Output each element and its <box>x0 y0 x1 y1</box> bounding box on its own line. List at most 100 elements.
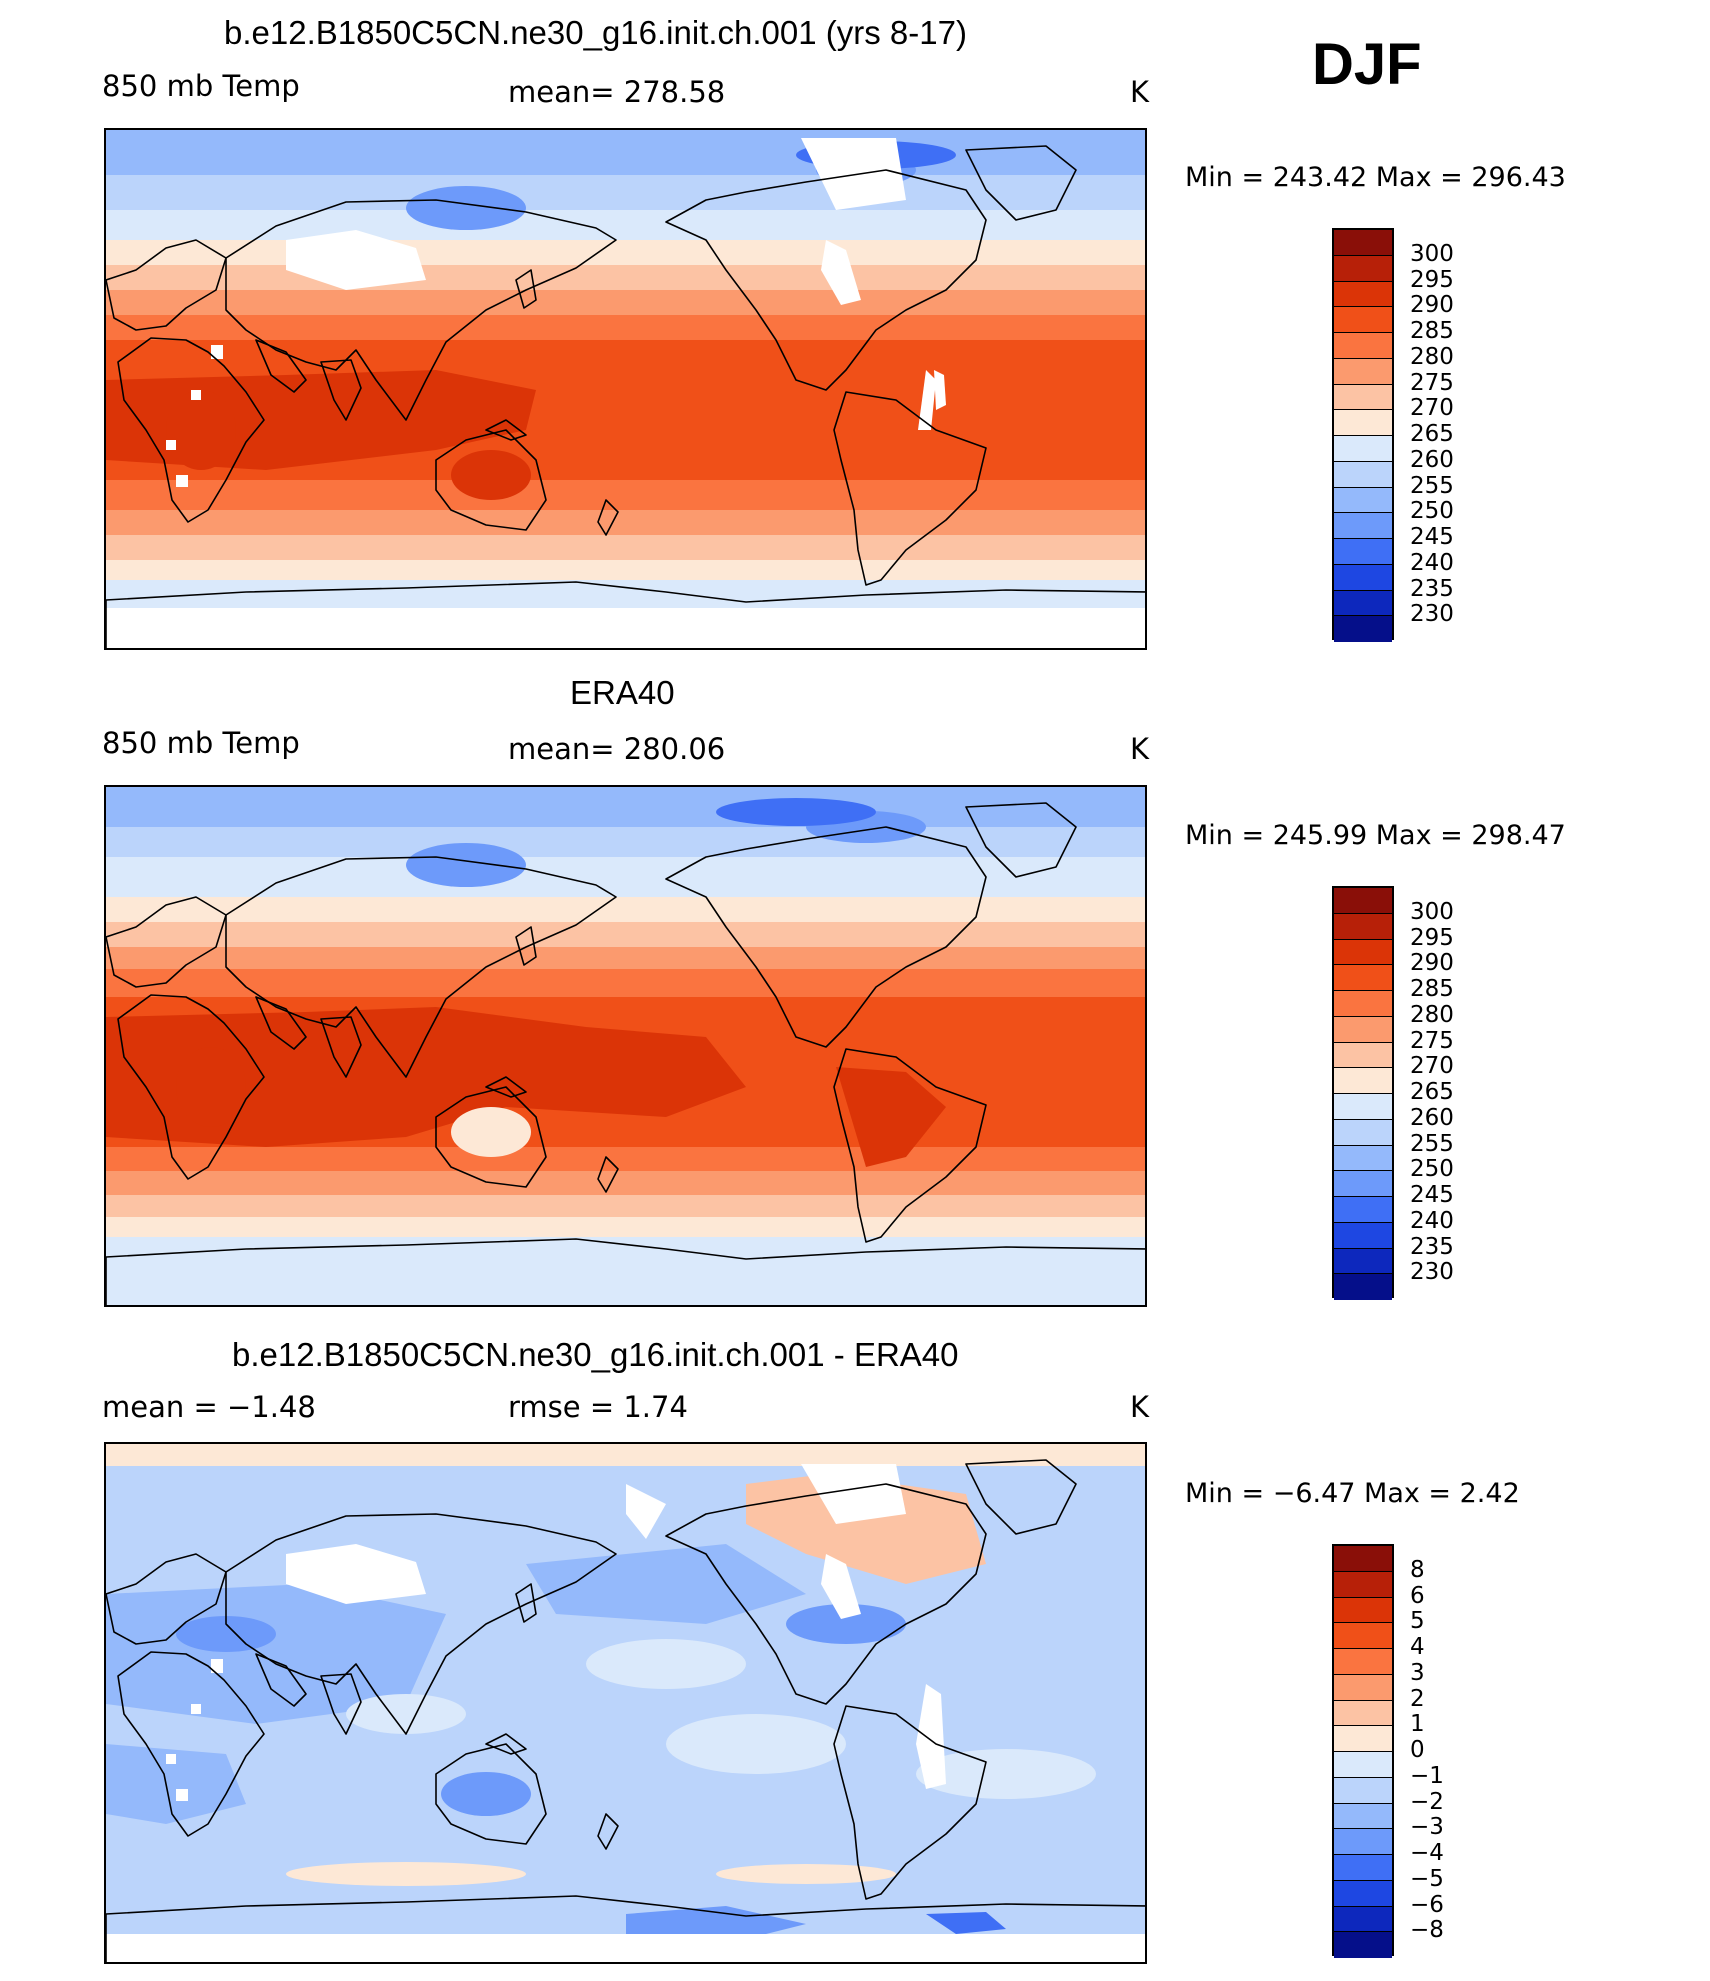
colorbar-tick-label: 1 <box>1410 1711 1425 1738</box>
panel2-title: ERA40 <box>570 674 675 711</box>
colorbar-tick-label: 265 <box>1410 421 1454 447</box>
missing-data-region <box>821 1554 861 1619</box>
colorbar-tick-label: −5 <box>1410 1865 1444 1892</box>
missing-data-region <box>626 1484 666 1539</box>
colorbar-swatch <box>1334 1700 1392 1727</box>
colorbar-swatch <box>1334 487 1392 514</box>
colorbar-swatch <box>1334 333 1392 359</box>
coastline <box>255 996 307 1050</box>
colorbar-tick-label: 285 <box>1410 976 1454 1002</box>
colorbar-swatch <box>1334 1880 1392 1907</box>
coastline <box>833 1048 987 1243</box>
contour-region <box>451 1107 531 1157</box>
contour-band <box>106 510 1145 535</box>
contour-region <box>716 1864 896 1884</box>
coastline <box>106 239 227 331</box>
missing-data-cell <box>176 1789 188 1801</box>
missing-data-cell <box>211 345 223 359</box>
coastline <box>225 1513 617 1735</box>
contour-band <box>106 560 1145 580</box>
panel1-minmax: Min = 243.42 Max = 296.43 <box>1185 162 1566 193</box>
coastline <box>106 896 227 988</box>
colorbar-tick-label: 265 <box>1410 1079 1454 1105</box>
contour-band <box>106 787 1145 827</box>
colorbar-swatch <box>1334 307 1392 333</box>
colorbar-tick-label: 240 <box>1410 1207 1454 1234</box>
colorbar-swatch <box>1334 1829 1392 1855</box>
panel3-colorbar <box>1332 1544 1394 1958</box>
colorbar-swatch <box>1334 965 1392 991</box>
missing-data-region <box>916 1684 946 1789</box>
coastline <box>665 169 987 391</box>
contour-region <box>176 1616 276 1652</box>
coastline <box>255 339 307 393</box>
panel1-map <box>104 128 1147 650</box>
contour-band <box>106 1195 1145 1217</box>
colorbar-tick-label: 235 <box>1410 1233 1454 1260</box>
colorbar-tick-label: 300 <box>1410 898 1454 925</box>
coastline <box>106 1238 1145 1305</box>
colorbar-swatch <box>1334 1274 1392 1300</box>
colorbar-swatch <box>1334 1649 1392 1675</box>
contour-band <box>106 1444 1145 1466</box>
missing-data-region <box>801 1464 906 1524</box>
contour-band <box>106 265 1145 290</box>
colorbar-tick-label: 2 <box>1410 1685 1425 1712</box>
colorbar-tick-label: 5 <box>1410 1608 1425 1635</box>
missing-data-cell <box>211 1659 223 1673</box>
colorbar-tick-label: −1 <box>1410 1762 1444 1789</box>
coastline <box>225 199 617 421</box>
coastline <box>225 856 617 1078</box>
colorbar-swatch <box>1334 1068 1392 1094</box>
panel3-units-label: K <box>1130 1390 1150 1424</box>
panel2-map <box>104 785 1147 1307</box>
panel1-mean-label: mean= 278.58 <box>508 75 726 109</box>
contour-band <box>106 290 1145 315</box>
coastline <box>665 826 987 1048</box>
coastline <box>320 359 362 421</box>
coastline <box>435 1086 547 1188</box>
colorbar-swatch <box>1334 539 1392 565</box>
coastline <box>965 145 1077 221</box>
colorbar-swatch <box>1334 1145 1392 1172</box>
contour-region <box>526 1544 806 1624</box>
colorbar-tick-label: 275 <box>1410 369 1454 396</box>
coastline <box>515 1583 537 1623</box>
contour-region <box>106 1007 746 1147</box>
coastline <box>515 926 537 966</box>
contour-band <box>106 535 1145 560</box>
panel1-variable-label: 850 mb Temp <box>102 69 300 103</box>
colorbar-tick-label: 250 <box>1410 1156 1454 1183</box>
missing-data-cell <box>191 1704 201 1714</box>
panel2-minmax: Min = 245.99 Max = 298.47 <box>1185 820 1566 851</box>
colorbar-tick-label: 270 <box>1410 395 1454 422</box>
panel1-title: b.e12.B1850C5CN.ne30_g16.init.ch.001 (yr… <box>224 14 967 51</box>
coastline <box>665 1483 987 1705</box>
colorbar-tick-label: 270 <box>1410 1053 1454 1080</box>
missing-data-cell <box>191 390 201 400</box>
contour-region <box>346 1694 466 1734</box>
contour-band <box>106 1147 1145 1171</box>
panel1-units-label: K <box>1130 75 1150 109</box>
colorbar-swatch <box>1334 888 1392 914</box>
colorbar-swatch <box>1334 1906 1392 1933</box>
missing-data-cell <box>166 440 176 450</box>
colorbar-tick-label: −8 <box>1410 1917 1444 1944</box>
colorbar-swatch <box>1334 513 1392 539</box>
colorbar-swatch <box>1334 590 1392 617</box>
colorbar-swatch <box>1334 1197 1392 1223</box>
colorbar-tick-label: −4 <box>1410 1840 1444 1866</box>
panel3-rmse-label: rmse = 1.74 <box>508 1390 688 1424</box>
contour-band <box>106 857 1145 897</box>
coastline <box>485 1076 527 1098</box>
colorbar-swatch <box>1334 1623 1392 1649</box>
contour-band <box>106 827 1145 857</box>
coastline <box>255 1653 307 1707</box>
coastline <box>485 1733 527 1755</box>
contour-band <box>106 1217 1145 1237</box>
colorbar-tick-label: 260 <box>1410 1104 1454 1131</box>
coastline <box>833 1705 987 1900</box>
panel1-colorbar <box>1332 228 1394 642</box>
coastline <box>597 1813 619 1850</box>
colorbar-swatch <box>1334 1016 1392 1043</box>
